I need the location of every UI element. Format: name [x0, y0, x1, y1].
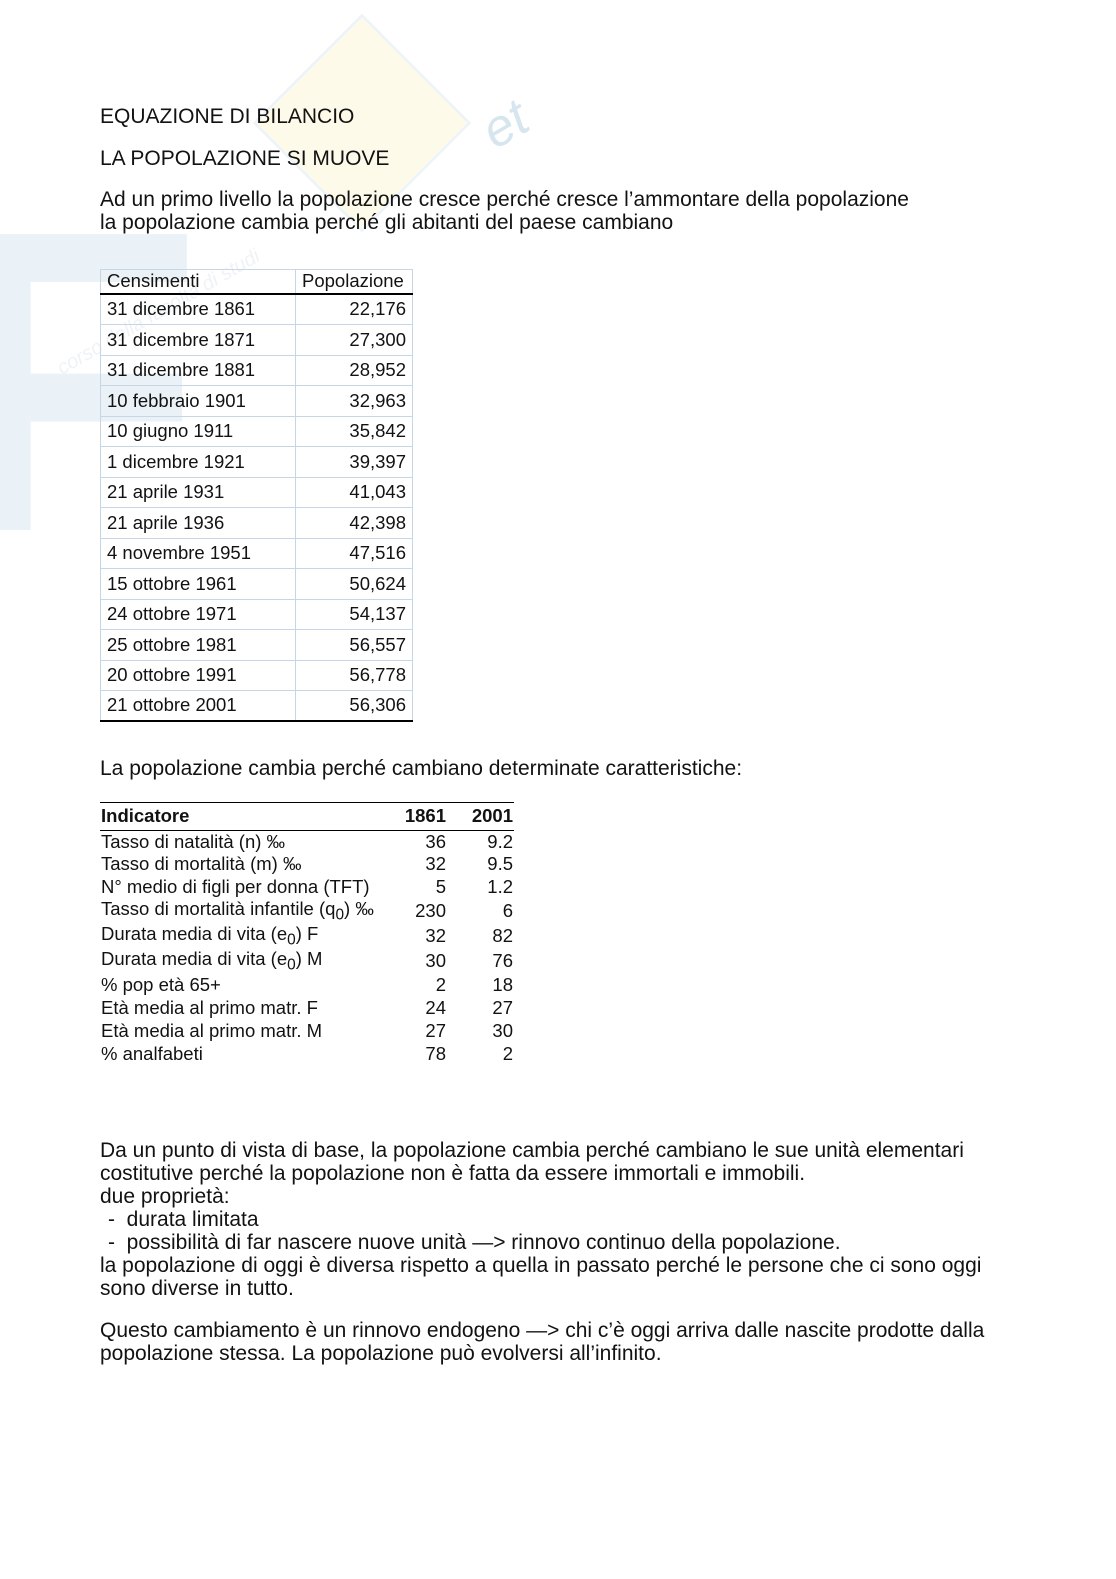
svg-text:et: et: [472, 87, 541, 160]
